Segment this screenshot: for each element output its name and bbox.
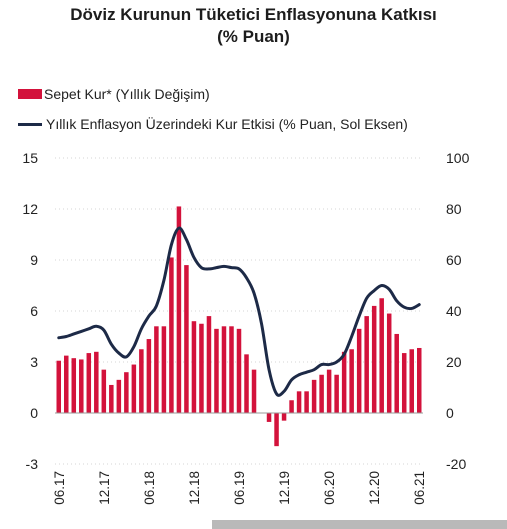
right-tick-label: 0 bbox=[446, 405, 454, 421]
bar-02.19 bbox=[206, 316, 212, 413]
chart-title: Döviz Kurunun Tüketici Enflasyonuna Katk… bbox=[0, 4, 507, 48]
bar-08.17 bbox=[71, 358, 77, 413]
bar-03.21 bbox=[394, 333, 399, 413]
bar-11.20 bbox=[364, 316, 369, 413]
left-tick-label: 3 bbox=[30, 354, 38, 370]
bar-06.19 bbox=[236, 328, 242, 413]
bar-12.20 bbox=[371, 305, 377, 413]
legend-line-entry: Yıllık Enflasyon Üzerindeki Kur Etkisi (… bbox=[18, 116, 408, 132]
right-axis: 100 80 60 40 20 0 -20 bbox=[446, 150, 470, 472]
bar-04.19 bbox=[221, 326, 227, 413]
right-tick-label: -20 bbox=[446, 456, 466, 472]
bar-06.20 bbox=[326, 369, 332, 413]
bar-02.21 bbox=[386, 313, 392, 413]
bar-05.18 bbox=[139, 349, 144, 413]
right-tick-label: 100 bbox=[446, 150, 470, 166]
bar-12.17 bbox=[101, 369, 107, 413]
bar-04.21 bbox=[401, 353, 407, 413]
bar-03.18 bbox=[124, 372, 129, 413]
left-axis: 15 12 9 6 3 0 -3 bbox=[22, 150, 38, 472]
bar-04.20 bbox=[311, 379, 317, 413]
x-tick-label: 06.19 bbox=[232, 471, 247, 505]
left-tick-label: -3 bbox=[26, 456, 39, 472]
chart-title-main: Döviz Kurunun Tüketici Enflasyonuna Katk… bbox=[70, 5, 437, 24]
x-axis: 06.17 12.17 06.18 12.18 06.19 12.19 06.20 12.20… bbox=[52, 471, 427, 505]
x-tick-label: 06.18 bbox=[142, 471, 157, 505]
bar-12.18 bbox=[191, 321, 197, 413]
x-tick-label: 06.20 bbox=[322, 471, 337, 505]
left-tick-label: 0 bbox=[30, 405, 38, 421]
x-tick-label: 12.20 bbox=[367, 471, 382, 505]
bar-01.20 bbox=[289, 400, 294, 413]
bar-07.17 bbox=[64, 355, 69, 413]
grid-lines bbox=[55, 157, 423, 465]
chart-subtitle: (% Puan) bbox=[217, 27, 290, 46]
legend-bar-label: Sepet Kur* (Yıllık Değişim) bbox=[44, 86, 210, 102]
bar-12.19 bbox=[281, 413, 287, 421]
bottom-strip bbox=[212, 520, 507, 529]
bar-02.20 bbox=[296, 391, 302, 413]
bar-09.18 bbox=[169, 257, 174, 413]
bar-03.20 bbox=[304, 391, 309, 413]
bar-03.19 bbox=[214, 328, 219, 413]
right-tick-label: 60 bbox=[446, 252, 462, 268]
left-tick-label: 15 bbox=[22, 150, 38, 166]
x-tick-label: 12.18 bbox=[187, 471, 202, 505]
bar-09.17 bbox=[79, 359, 84, 413]
bar-04.18 bbox=[131, 364, 137, 413]
legend-bar-entry: Sepet Kur* (Yıllık Değişim) bbox=[18, 86, 210, 102]
right-tick-label: 20 bbox=[446, 354, 462, 370]
bar-08.20 bbox=[341, 351, 347, 413]
right-tick-label: 40 bbox=[446, 303, 462, 319]
bar-11.19 bbox=[274, 413, 279, 447]
left-tick-label: 9 bbox=[30, 252, 38, 268]
bar-10.20 bbox=[356, 328, 362, 413]
bar-05.20 bbox=[319, 374, 324, 413]
bar-07.18 bbox=[154, 326, 159, 413]
left-tick-label: 6 bbox=[30, 303, 38, 319]
bar-05.19 bbox=[229, 326, 234, 413]
legend-bar-swatch bbox=[18, 89, 42, 99]
x-tick-label: 12.19 bbox=[277, 471, 292, 505]
bar-06.21 bbox=[416, 347, 422, 413]
bar-06.18 bbox=[146, 339, 152, 413]
bar-08.19 bbox=[251, 369, 257, 413]
line-series bbox=[57, 226, 421, 397]
legend-line-label: Yıllık Enflasyon Üzerindeki Kur Etkisi (… bbox=[46, 116, 408, 132]
bar-11.17 bbox=[94, 351, 99, 413]
legend-line-swatch bbox=[18, 122, 42, 126]
bar-10.17 bbox=[86, 353, 92, 413]
x-tick-label: 12.17 bbox=[97, 471, 112, 505]
bar-01.21 bbox=[379, 298, 384, 413]
bar-02.18 bbox=[116, 379, 122, 413]
bar-05.21 bbox=[409, 349, 414, 413]
x-tick-label: 06.21 bbox=[412, 471, 427, 505]
bar-10.18 bbox=[176, 206, 182, 413]
kur-etkisi-line bbox=[57, 226, 421, 397]
bar-08.18 bbox=[161, 326, 167, 413]
bar-01.18 bbox=[109, 384, 114, 413]
bar-10.19 bbox=[266, 413, 272, 422]
bar-06.17 bbox=[56, 360, 62, 413]
bar-series bbox=[56, 206, 422, 447]
bar-11.18 bbox=[184, 265, 189, 413]
bar-01.19 bbox=[199, 323, 204, 413]
bar-07.20 bbox=[334, 374, 339, 413]
bar-07.19 bbox=[244, 354, 249, 413]
left-tick-label: 12 bbox=[22, 201, 38, 217]
x-tick-label: 06.17 bbox=[52, 471, 67, 505]
bar-09.20 bbox=[349, 349, 354, 413]
right-tick-label: 80 bbox=[446, 201, 462, 217]
